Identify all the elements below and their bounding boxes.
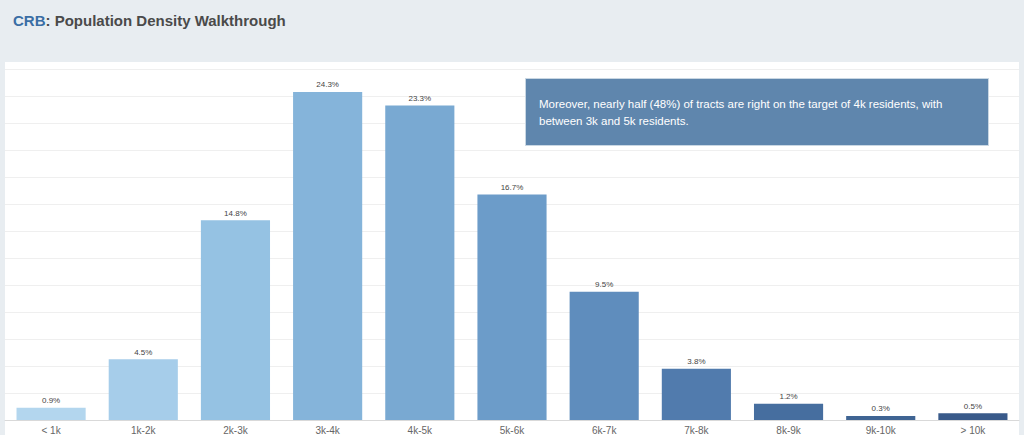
svg-text:6k-7k: 6k-7k xyxy=(592,425,617,435)
svg-text:3.8%: 3.8% xyxy=(687,357,705,366)
svg-text:14.8%: 14.8% xyxy=(224,209,247,218)
svg-text:2k-3k: 2k-3k xyxy=(223,425,248,435)
svg-text:0.5%: 0.5% xyxy=(964,402,982,411)
svg-text:4.5%: 4.5% xyxy=(134,348,152,357)
svg-text:8k-9k: 8k-9k xyxy=(776,425,801,435)
svg-text:4k-5k: 4k-5k xyxy=(408,425,433,435)
svg-text:0.9%: 0.9% xyxy=(42,396,60,405)
svg-text:CRB: CRB xyxy=(13,12,46,29)
svg-text:24.3%: 24.3% xyxy=(316,80,339,89)
svg-text:7k-8k: 7k-8k xyxy=(684,425,709,435)
svg-text:1.2%: 1.2% xyxy=(779,392,797,401)
svg-text:between 3k and 5k residents.: between 3k and 5k residents. xyxy=(539,115,689,127)
svg-text:1k-2k: 1k-2k xyxy=(131,425,156,435)
svg-text:0.3%: 0.3% xyxy=(872,404,890,413)
svg-text:9k-10k: 9k-10k xyxy=(866,425,897,435)
svg-text:16.7%: 16.7% xyxy=(501,183,524,192)
svg-text:5k-6k: 5k-6k xyxy=(500,425,525,435)
svg-text:> 10k: > 10k xyxy=(961,425,987,435)
svg-text:Moreover, nearly half (48%) of: Moreover, nearly half (48%) of tracts ar… xyxy=(539,98,946,110)
svg-text:23.3%: 23.3% xyxy=(408,94,431,103)
svg-text:3k-4k: 3k-4k xyxy=(315,425,340,435)
svg-text:9.5%: 9.5% xyxy=(595,280,613,289)
svg-text:: Population Density Walkthrou: : Population Density Walkthrough xyxy=(45,12,285,29)
svg-text:< 1k: < 1k xyxy=(41,425,61,435)
